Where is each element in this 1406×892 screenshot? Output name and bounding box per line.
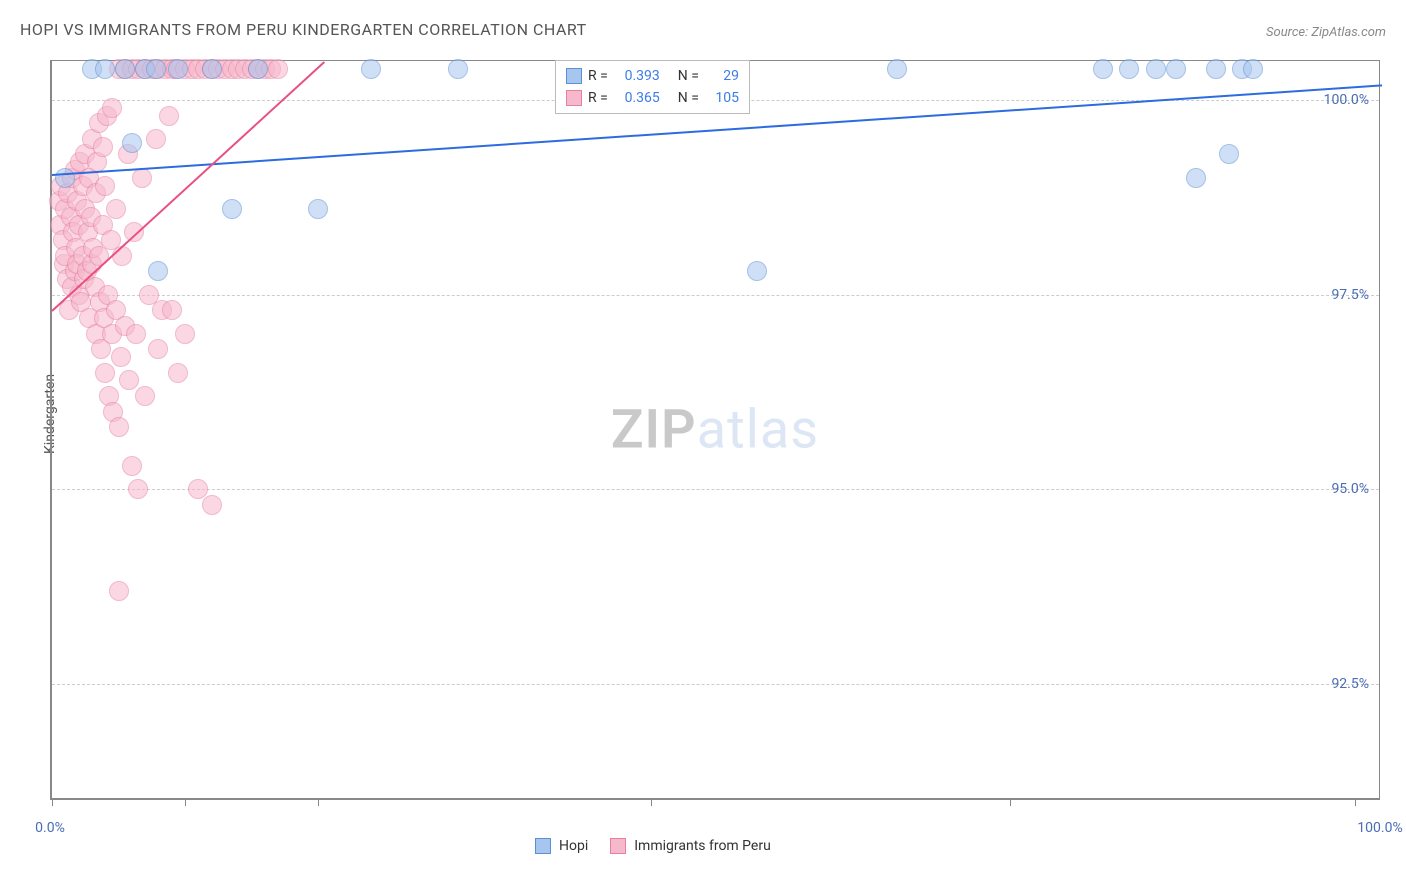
data-point [1119, 59, 1139, 79]
data-point [109, 581, 129, 601]
legend-swatch [535, 838, 551, 854]
data-point [112, 246, 132, 266]
legend-stat-row: R = 0.365 N = 105 [566, 87, 739, 109]
data-point [148, 339, 168, 359]
data-point [1146, 59, 1166, 79]
y-gridline [52, 489, 1379, 490]
data-point [222, 199, 242, 219]
y-tick-label: 97.5% [1331, 287, 1369, 303]
r-label: R = [588, 90, 608, 106]
data-point [1166, 59, 1186, 79]
x-tick [1355, 798, 1356, 806]
data-point [159, 106, 179, 126]
data-point [1093, 59, 1113, 79]
n-label: N = [678, 90, 699, 106]
legend-label: Immigrants from Peru [634, 838, 771, 854]
legend-swatch [566, 90, 582, 106]
data-point [168, 363, 188, 383]
data-point [111, 347, 131, 367]
data-point [132, 168, 152, 188]
r-value: 0.393 [614, 68, 660, 84]
data-point [109, 417, 129, 437]
x-tick [1010, 798, 1011, 806]
data-point [122, 133, 142, 153]
x-tick [185, 798, 186, 806]
data-point [1243, 59, 1263, 79]
y-gridline [52, 684, 1379, 685]
data-point [102, 98, 122, 118]
data-point [202, 59, 222, 79]
legend-statistics: R = 0.393 N = 29 R = 0.365 N = 105 [555, 60, 750, 114]
x-tick [318, 798, 319, 806]
data-point [202, 495, 222, 515]
scatter-chart: 92.5% 95.0% 97.5% 100.0% [50, 60, 1380, 800]
n-value: 105 [705, 90, 739, 106]
data-point [1186, 168, 1206, 188]
legend-swatch [566, 68, 582, 84]
data-point [128, 479, 148, 499]
n-label: N = [678, 68, 699, 84]
data-point [175, 324, 195, 344]
data-point [308, 199, 328, 219]
data-point [95, 363, 115, 383]
data-point [1219, 144, 1239, 164]
data-point [119, 370, 139, 390]
data-point [95, 59, 115, 79]
data-point [55, 168, 75, 188]
data-point [146, 129, 166, 149]
data-point [115, 59, 135, 79]
data-point [168, 59, 188, 79]
x-tick-label: 0.0% [35, 820, 65, 836]
x-tick [651, 798, 652, 806]
legend-swatch [610, 838, 626, 854]
data-point [135, 386, 155, 406]
r-label: R = [588, 68, 608, 84]
legend-label: Hopi [559, 838, 588, 854]
data-point [1206, 59, 1226, 79]
data-point [887, 59, 907, 79]
data-point [747, 261, 767, 281]
data-point [268, 59, 288, 79]
chart-title: HOPI VS IMMIGRANTS FROM PERU KINDERGARTE… [20, 20, 587, 39]
data-point [106, 199, 126, 219]
y-tick-label: 92.5% [1331, 676, 1369, 692]
legend-bottom: Hopi Immigrants from Peru [535, 838, 785, 854]
data-point [93, 137, 113, 157]
data-point [126, 324, 146, 344]
data-point [361, 59, 381, 79]
data-point [95, 176, 115, 196]
legend-stat-row: R = 0.393 N = 29 [566, 65, 739, 87]
y-tick-label: 95.0% [1331, 481, 1369, 497]
data-point [248, 59, 268, 79]
y-tick-label: 100.0% [1324, 92, 1369, 108]
data-point [146, 59, 166, 79]
source-text: Source: ZipAtlas.com [1266, 25, 1386, 40]
n-value: 29 [705, 68, 739, 84]
x-tick-label: 100.0% [1357, 820, 1402, 836]
data-point [148, 261, 168, 281]
data-point [122, 456, 142, 476]
x-tick [52, 798, 53, 806]
data-point [162, 300, 182, 320]
y-gridline [52, 295, 1379, 296]
data-point [448, 59, 468, 79]
r-value: 0.365 [614, 90, 660, 106]
